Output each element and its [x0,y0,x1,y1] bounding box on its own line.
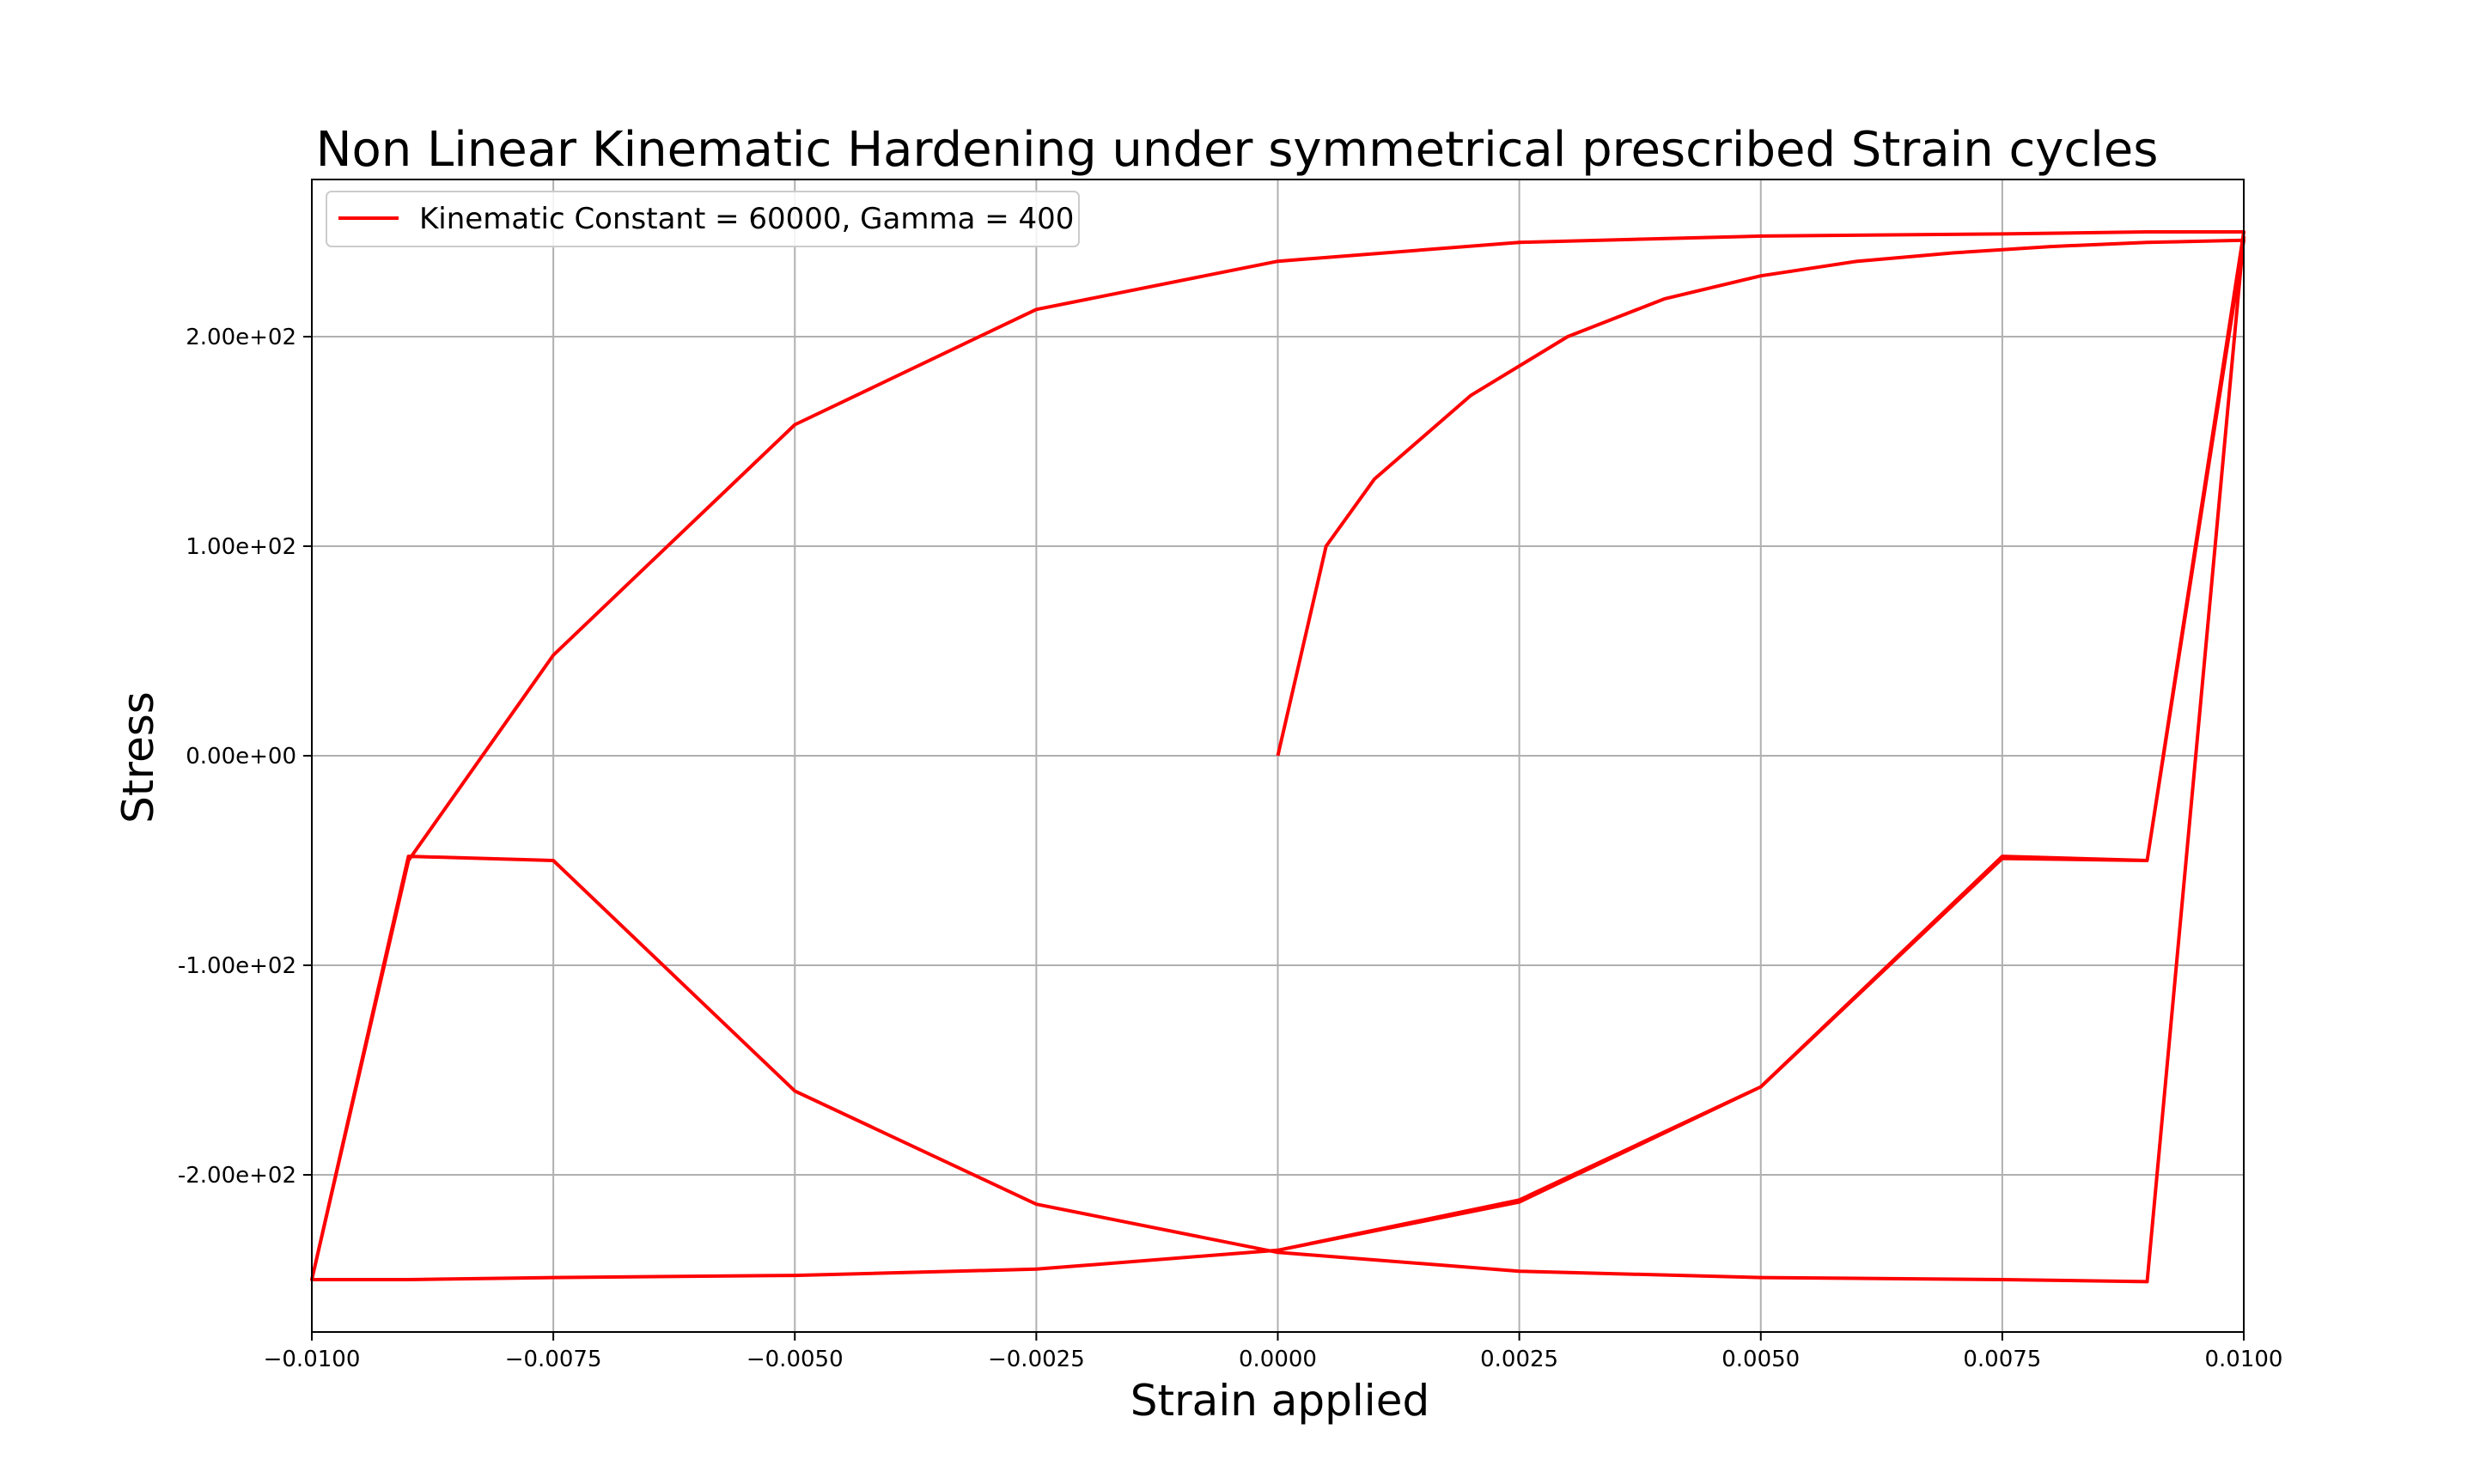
series-line [310,230,2245,1284]
x-tick-label: −0.0075 [505,1347,602,1372]
y-axis-title: Stress [113,691,163,824]
legend: Kinematic Constant = 60000, Gamma = 400 [326,191,1080,247]
x-tick-label: 0.0025 [1480,1347,1558,1372]
x-tick-label: −0.0100 [264,1347,361,1372]
legend-box [326,191,1080,247]
x-tick-label: 0.0050 [1721,1347,1800,1372]
x-tick-label: 0.0000 [1239,1347,1317,1372]
plot-lines [310,230,2245,1284]
x-tick-label: −0.0025 [988,1347,1085,1372]
x-axis-title: Strain applied [1130,1376,1429,1426]
x-tick-label: 0.0075 [1963,1347,2041,1372]
y-axis: -2.00e+02 -1.00e+02 0.00e+00 1.00e+02 2.00e+… [178,325,312,1189]
y-tick-label: -1.00e+02 [178,953,296,979]
y-tick-label: 0.00e+00 [186,744,296,769]
y-tick-label: 1.00e+02 [186,534,296,560]
y-tick-label: -2.00e+02 [178,1163,296,1189]
legend-label: Kinematic Constant = 60000, Gamma = 400 [419,202,1074,236]
x-tick-label: −0.0050 [746,1347,844,1372]
x-axis: −0.0100 −0.0075 −0.0050 −0.0025 0.0000 0.0025… [264,1332,2283,1372]
x-tick-label: 0.0100 [2205,1347,2283,1372]
y-tick-label: 2.00e+02 [186,325,296,350]
chart-title: Non Linear Kinematic Hardening under sym… [316,122,2159,178]
